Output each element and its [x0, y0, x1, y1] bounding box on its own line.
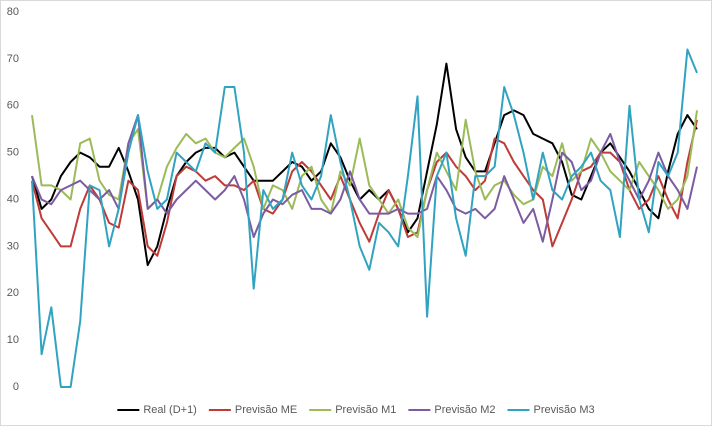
y-tick-label: 20 — [7, 287, 19, 299]
legend-label: Previsão ME — [235, 404, 297, 416]
y-tick-label: 30 — [7, 240, 19, 252]
y-tick-label: 40 — [7, 193, 19, 205]
legend-label: Real (D+1) — [143, 404, 197, 416]
y-tick-label: 0 — [13, 381, 19, 393]
legend-label: Previsão M2 — [434, 404, 495, 416]
y-tick-label: 80 — [7, 6, 19, 18]
y-tick-label: 70 — [7, 53, 19, 65]
series-line — [31, 114, 698, 243]
series-line — [31, 119, 698, 257]
legend-label: Previsão M1 — [335, 404, 396, 416]
series-line — [31, 62, 698, 267]
series-line — [31, 48, 698, 388]
y-tick-label: 10 — [7, 334, 19, 346]
y-tick-label: 60 — [7, 100, 19, 112]
legend-label: Previsão M3 — [534, 404, 595, 416]
y-tick-label: 50 — [7, 147, 19, 159]
